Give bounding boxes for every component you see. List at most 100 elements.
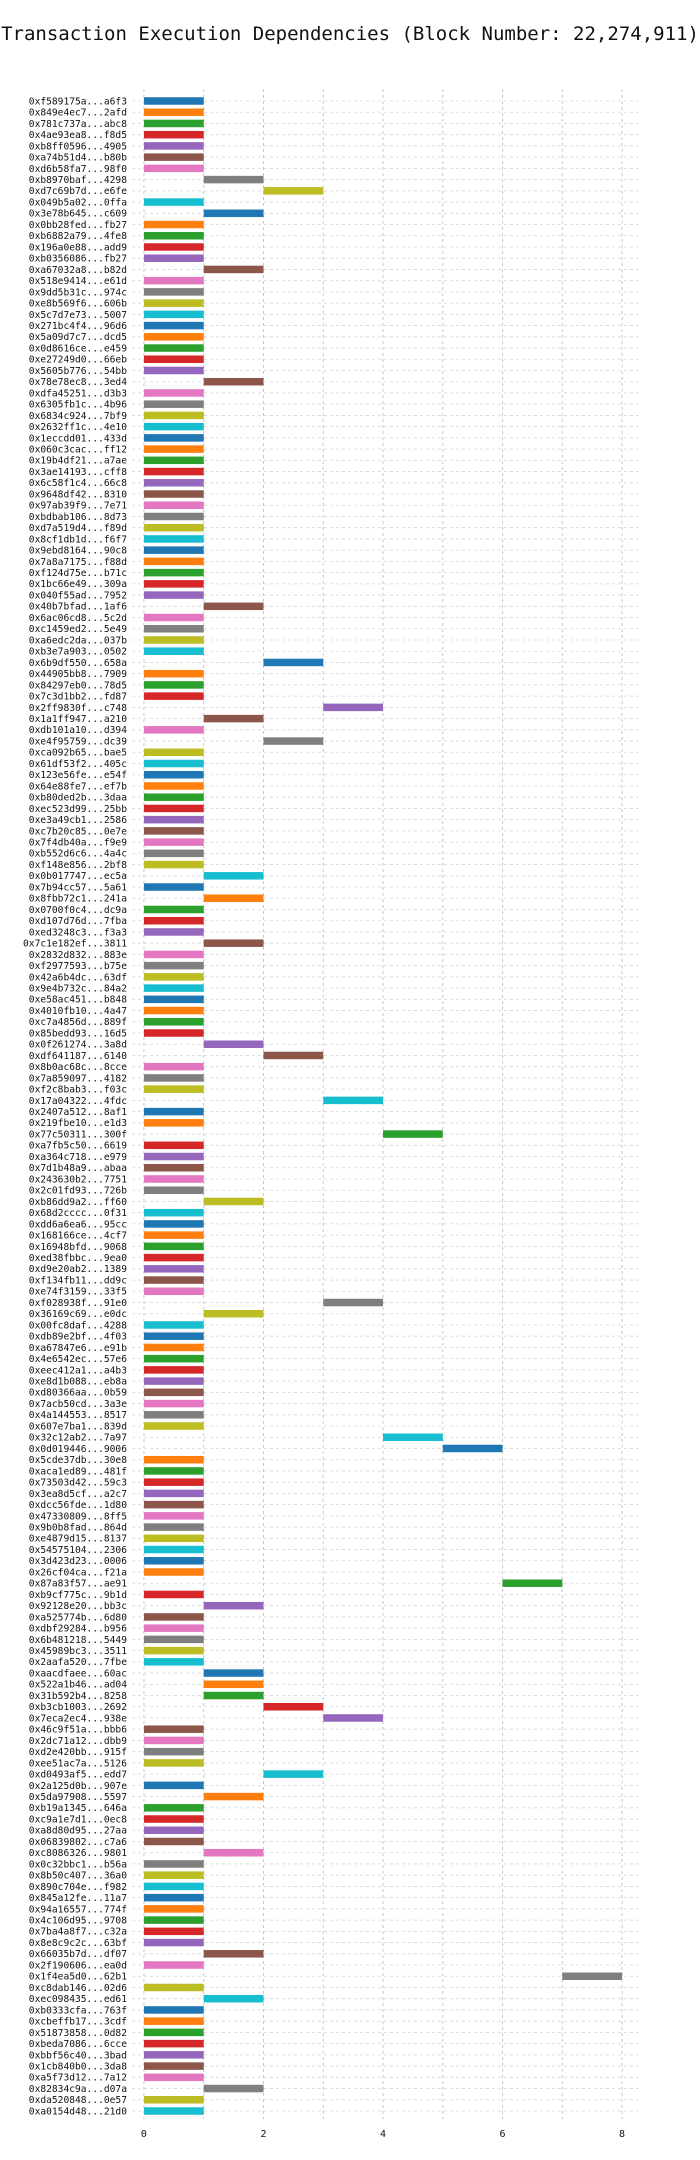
bar (143, 142, 204, 150)
bar (143, 2096, 204, 2104)
y-tick-label: 0xd2e420bb...915f (29, 1747, 127, 1758)
bar (263, 1770, 324, 1778)
y-tick-label: 0x46c9f51a...bbb6 (29, 1725, 127, 1736)
y-tick-label: 0x47330809...8ff5 (29, 1511, 127, 1522)
bar (143, 591, 204, 599)
bar (143, 1388, 204, 1397)
bar (263, 658, 324, 667)
y-tick-label: 0x6305fb1c...4b96 (29, 400, 127, 411)
y-tick-label: 0x781c737a...abc8 (29, 119, 127, 130)
bar (143, 299, 204, 307)
bar (143, 1938, 204, 1947)
y-tick-label: 0x8b50c407...36a0 (29, 1871, 127, 1882)
bar (203, 1040, 264, 1048)
bar (143, 950, 204, 959)
x-axis-ticks: 0 2 4 6 8 (141, 2129, 625, 2140)
y-tick-label: 0x9e4b732c...84a2 (29, 983, 127, 994)
y-tick-label: 0x1a1ff947...a210 (29, 714, 127, 725)
y-tick-label: 0xdb101a10...d394 (29, 725, 127, 736)
bar (143, 501, 204, 509)
bar (203, 2084, 264, 2093)
bar (203, 1309, 264, 1318)
y-tick-label: 0x66035b7d...df07 (29, 1949, 127, 1960)
y-tick-label: 0x26cf04ca...f21a (29, 1567, 127, 1578)
y-tick-label: 0x2f190606...ea0d (29, 1960, 127, 1971)
bar (143, 243, 204, 251)
bar (143, 1646, 204, 1655)
y-tick-label: 0x4e6542ec...57e6 (29, 1354, 127, 1365)
y-tick-label: 0x0bb28fed...fb27 (29, 220, 127, 231)
bar (143, 916, 204, 925)
bar (143, 2017, 204, 2025)
bar (143, 153, 204, 161)
bar (383, 1433, 443, 1442)
bar (143, 1107, 204, 1116)
bar (143, 1523, 204, 1531)
bar (143, 130, 204, 139)
bar (143, 1815, 204, 1823)
y-tick-label: 0x0f261274...3a8d (29, 1040, 127, 1051)
y-tick-label: 0x68d2cccc...0f31 (29, 1208, 127, 1219)
y-tick-label: 0xb19a1345...646a (29, 1803, 127, 1814)
y-tick-label: 0xc7a4856d...889f (29, 1017, 127, 1028)
y-tick-label: 0x7acb50cd...3a3e (29, 1399, 127, 1410)
y-tick-label: 0x5da97908...5597 (29, 1792, 127, 1803)
bar (143, 1152, 204, 1161)
y-tick-label: 0x4c106d95...9708 (29, 1916, 127, 1927)
bar (203, 1792, 264, 1801)
bar (143, 1871, 204, 1879)
y-tick-label: 0x5c7d7e73...5007 (29, 310, 127, 321)
y-tick-label: 0x9dd5b31c...974c (29, 287, 127, 298)
y-tick-label: 0x7a859097...4182 (29, 1073, 127, 1084)
y-tick-label: 0xa364c718...e979 (29, 1152, 127, 1163)
y-tick-label: 0xf2c8bab3...f03c (29, 1085, 127, 1096)
y-tick-label: 0xec098435...ed61 (29, 1994, 127, 2005)
bar (143, 1557, 204, 1565)
y-tick-label: 0x6834c924...7bf9 (29, 411, 127, 422)
y-tick-label: 0x6b9df550...658a (29, 658, 127, 669)
y-tick-label: 0x2407a512...8af1 (29, 1107, 127, 1118)
y-tick-label: 0xc9a1e7d1...0ec8 (29, 1814, 127, 1825)
y-tick-label: 0xdcc56fde...1d80 (29, 1500, 127, 1511)
y-tick-label: 0x42a6b4dc...63df (29, 972, 127, 983)
bar (143, 97, 204, 105)
bar (143, 1074, 204, 1082)
bar (143, 355, 204, 364)
bar (442, 1444, 503, 1453)
y-tick-label: 0x84297eb0...78d5 (29, 680, 127, 691)
y-tick-label: 0xf124d75e...b71c (29, 568, 127, 579)
y-tick-label: 0x060c3cac...ff12 (29, 445, 127, 456)
y-tick-label: 0x00fc8daf...4288 (29, 1320, 127, 1331)
bar (143, 1624, 204, 1632)
bar (143, 2107, 204, 2115)
y-tick-label: 0x77c50311...300f (29, 1129, 127, 1140)
bar (143, 546, 204, 554)
bar (143, 1231, 204, 1239)
y-tick-label: 0x1bc66e49...309a (29, 579, 127, 590)
bar (203, 872, 264, 880)
y-tick-label: 0x19b4df21...a7ae (29, 456, 127, 467)
bar (143, 1590, 204, 1599)
y-tick-label: 0x2832d832...883e (29, 950, 127, 961)
bar (143, 276, 204, 285)
y-tick-label: 0xec523d99...25bb (29, 804, 127, 815)
bar (143, 2006, 204, 2014)
y-tick-label: 0x31b592b4...8258 (29, 1691, 127, 1702)
bar (143, 1018, 204, 1026)
y-tick-label: 0x7b94cc57...5a61 (29, 882, 127, 893)
y-tick-label: 0xb552d6c6...4a4c (29, 849, 127, 860)
bar (203, 377, 264, 386)
bar (143, 1208, 204, 1217)
y-tick-label: 0x2dc71a12...dbb9 (29, 1736, 127, 1747)
y-tick-label: 0xc1459ed2...5e49 (29, 624, 127, 635)
y-tick-label: 0x8b0ac68c...8cce (29, 1062, 127, 1073)
bar (143, 1725, 204, 1733)
bar (143, 333, 204, 341)
bar (143, 254, 204, 262)
y-tick-label: 0xf589175a...a6f3 (29, 96, 127, 107)
y-tick-label: 0xca092b65...bae5 (29, 748, 127, 759)
y-tick-label: 0x97ab39f9...7e71 (29, 501, 127, 512)
y-tick-label: 0x2ff9830f...c748 (29, 703, 127, 714)
bar (143, 883, 204, 891)
bar (143, 681, 204, 689)
